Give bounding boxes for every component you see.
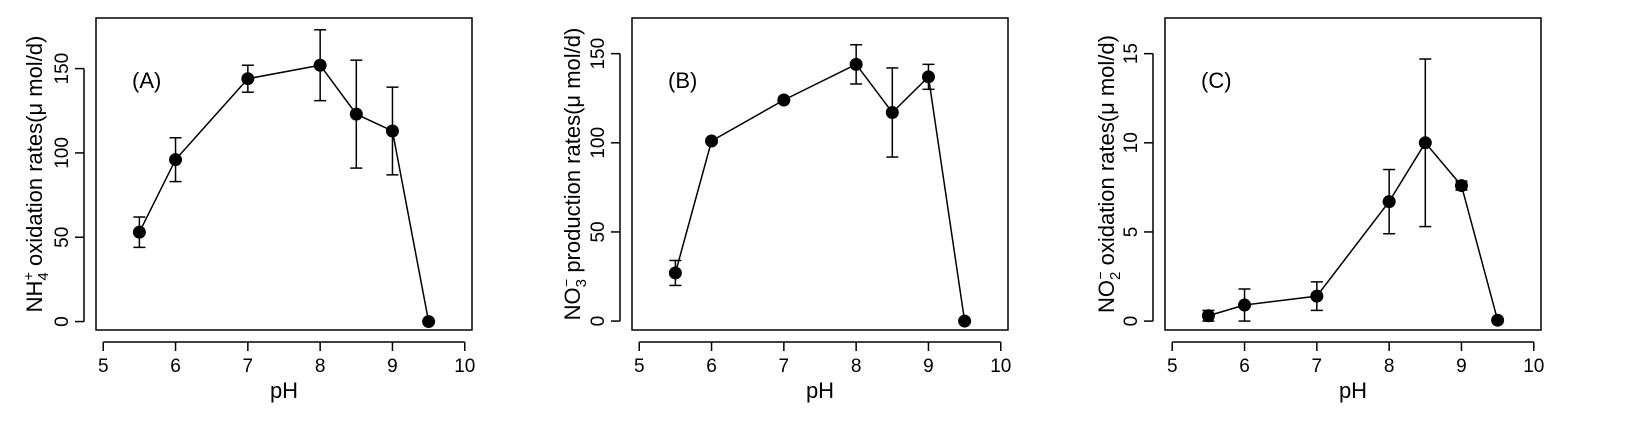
x-tick-label: 6 <box>170 356 181 377</box>
x-tick-label: 5 <box>1167 356 1178 377</box>
data-point <box>958 314 972 328</box>
y-axis-title-subscript: 3 <box>573 279 590 287</box>
data-point <box>1491 313 1505 327</box>
series-line <box>674 63 966 322</box>
y-axis-title-superscript: − <box>558 279 574 287</box>
plot-frame <box>1164 17 1542 331</box>
x-tick-label: 10 <box>1523 356 1544 377</box>
series-line <box>1208 141 1499 321</box>
data-point <box>169 153 183 167</box>
data-point <box>1201 309 1215 323</box>
y-tick-label: 0 <box>588 316 609 327</box>
data-point <box>422 315 436 329</box>
y-axis-title-superscript: + <box>20 272 36 280</box>
data-point <box>132 225 146 239</box>
x-tick-label: 10 <box>990 356 1011 377</box>
data-point <box>1418 136 1432 150</box>
x-tick-label: 10 <box>454 356 475 377</box>
x-tick-label: 8 <box>1384 356 1395 377</box>
plot-frame <box>631 17 1009 331</box>
y-axis-title-suffix: production rates(μ mol/d) <box>560 28 585 279</box>
y-tick-label: 50 <box>588 221 609 242</box>
data-point <box>1310 289 1324 303</box>
x-tick-label: 7 <box>243 356 254 377</box>
y-axis-title-prefix: NH <box>22 281 47 313</box>
data-point <box>241 72 255 86</box>
data-point <box>1238 298 1252 312</box>
x-tick-label: 9 <box>387 356 398 377</box>
y-axis-title-superscript: − <box>1092 271 1108 279</box>
y-axis-title: NO3− production rates(μ mol/d) <box>558 28 590 321</box>
data-point <box>1454 179 1468 193</box>
panel-label: (C) <box>1201 68 1232 93</box>
series-line <box>138 64 430 322</box>
y-tick-label: 100 <box>52 137 73 169</box>
x-tick-label: 8 <box>851 356 862 377</box>
data-point <box>921 70 935 84</box>
y-tick-label: 10 <box>1121 132 1142 153</box>
y-tick-label: 150 <box>52 53 73 85</box>
x-axis-title: pH <box>270 378 298 403</box>
panel-label: (B) <box>668 68 697 93</box>
plot-frame <box>95 17 473 331</box>
x-tick-label: 5 <box>634 356 645 377</box>
data-point <box>705 134 719 148</box>
y-axis-title: NH4+ oxidation rates(μ mol/d) <box>20 36 52 313</box>
x-tick-label: 6 <box>706 356 717 377</box>
x-tick-label: 5 <box>98 356 109 377</box>
y-axis-title-prefix: NO <box>1094 280 1119 313</box>
y-axis-title-prefix: NO <box>560 287 585 320</box>
x-tick-label: 6 <box>1239 356 1250 377</box>
y-tick-label: 150 <box>588 38 609 70</box>
x-tick-label: 7 <box>779 356 790 377</box>
data-point <box>777 93 791 107</box>
data-point <box>668 266 682 280</box>
panel-label: (A) <box>132 68 161 93</box>
y-tick-label: 15 <box>1121 43 1142 64</box>
data-point <box>849 57 863 71</box>
data-point <box>885 105 899 119</box>
data-point <box>385 124 399 138</box>
y-axis-title: NO2− oxidation rates(μ mol/d) <box>1092 35 1124 313</box>
x-tick-label: 9 <box>1456 356 1467 377</box>
y-tick-label: 5 <box>1121 227 1142 238</box>
data-point <box>349 107 363 121</box>
x-tick-label: 8 <box>315 356 326 377</box>
chart-panel-3: 5 6 7 8 9 10 0 5 10 15 pH NO2− oxidation rates(μ mo… <box>1092 17 1544 403</box>
y-tick-label: 50 <box>52 227 73 248</box>
y-axis-title-subscript: 2 <box>1107 272 1124 280</box>
y-tick-label: 0 <box>52 316 73 327</box>
y-tick-label: 100 <box>588 127 609 159</box>
y-tick-label: 0 <box>1121 316 1142 327</box>
x-tick-label: 7 <box>1312 356 1323 377</box>
y-axis-title-suffix: oxidation rates(μ mol/d) <box>22 36 47 272</box>
x-axis-title: pH <box>806 378 834 403</box>
y-axis-title-subscript: 4 <box>35 272 52 280</box>
y-axis-title-suffix: oxidation rates(μ mol/d) <box>1094 35 1119 271</box>
data-point <box>1382 195 1396 209</box>
x-axis-title: pH <box>1339 378 1367 403</box>
data-point <box>313 58 327 72</box>
x-tick-label: 9 <box>923 356 934 377</box>
